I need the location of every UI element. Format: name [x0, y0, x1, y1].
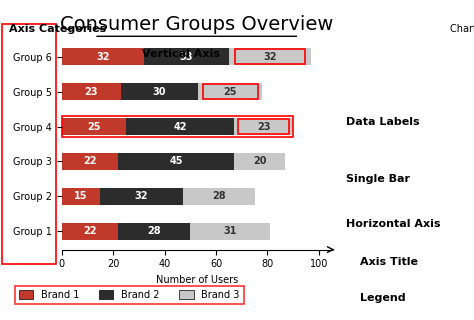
Text: 30: 30	[153, 87, 166, 97]
Bar	[118, 222, 190, 240]
Bar	[62, 48, 144, 66]
Text: Data Labels: Data Labels	[346, 116, 419, 127]
Text: Axis Title: Axis Title	[360, 257, 418, 268]
Bar	[121, 83, 198, 100]
Text: 45: 45	[169, 156, 183, 166]
Text: 32: 32	[263, 52, 277, 62]
Text: 42: 42	[173, 122, 187, 132]
Text: 15: 15	[74, 191, 88, 201]
Bar	[62, 153, 118, 170]
Bar	[234, 153, 285, 170]
Bar	[62, 118, 126, 135]
Bar	[234, 118, 293, 135]
Text: Vertical Axis: Vertical Axis	[142, 49, 220, 60]
Bar	[62, 83, 121, 100]
Text: 25: 25	[87, 122, 100, 132]
Text: 32: 32	[96, 52, 109, 62]
Text: Axis Categories: Axis Categories	[9, 24, 107, 34]
Text: 28: 28	[147, 226, 161, 236]
Text: 23: 23	[84, 87, 98, 97]
Text: 22: 22	[83, 156, 97, 166]
Bar	[144, 48, 229, 66]
Legend: Brand 1, Brand 2, Brand 3: Brand 1, Brand 2, Brand 3	[15, 286, 244, 304]
Bar	[62, 222, 118, 240]
Text: Single Bar: Single Bar	[346, 174, 410, 184]
Bar	[126, 118, 234, 135]
Text: 32: 32	[135, 191, 148, 201]
Title: Consumer Groups Overview: Consumer Groups Overview	[60, 15, 333, 34]
Bar	[118, 153, 234, 170]
Text: 33: 33	[180, 52, 193, 62]
Bar	[62, 188, 100, 205]
Text: 25: 25	[223, 87, 237, 97]
Text: 28: 28	[212, 191, 226, 201]
Text: 22: 22	[83, 226, 97, 236]
Text: Chart Title: Chart Title	[450, 24, 474, 34]
X-axis label: Number of Users: Number of Users	[155, 275, 238, 285]
Bar	[198, 83, 262, 100]
Bar	[182, 188, 255, 205]
Text: 31: 31	[223, 226, 237, 236]
Bar	[100, 188, 182, 205]
Bar	[229, 48, 311, 66]
Text: 23: 23	[257, 122, 270, 132]
Text: 20: 20	[253, 156, 266, 166]
Bar	[190, 222, 270, 240]
Text: Horizontal Axis: Horizontal Axis	[346, 219, 440, 229]
Text: Legend: Legend	[360, 292, 406, 303]
